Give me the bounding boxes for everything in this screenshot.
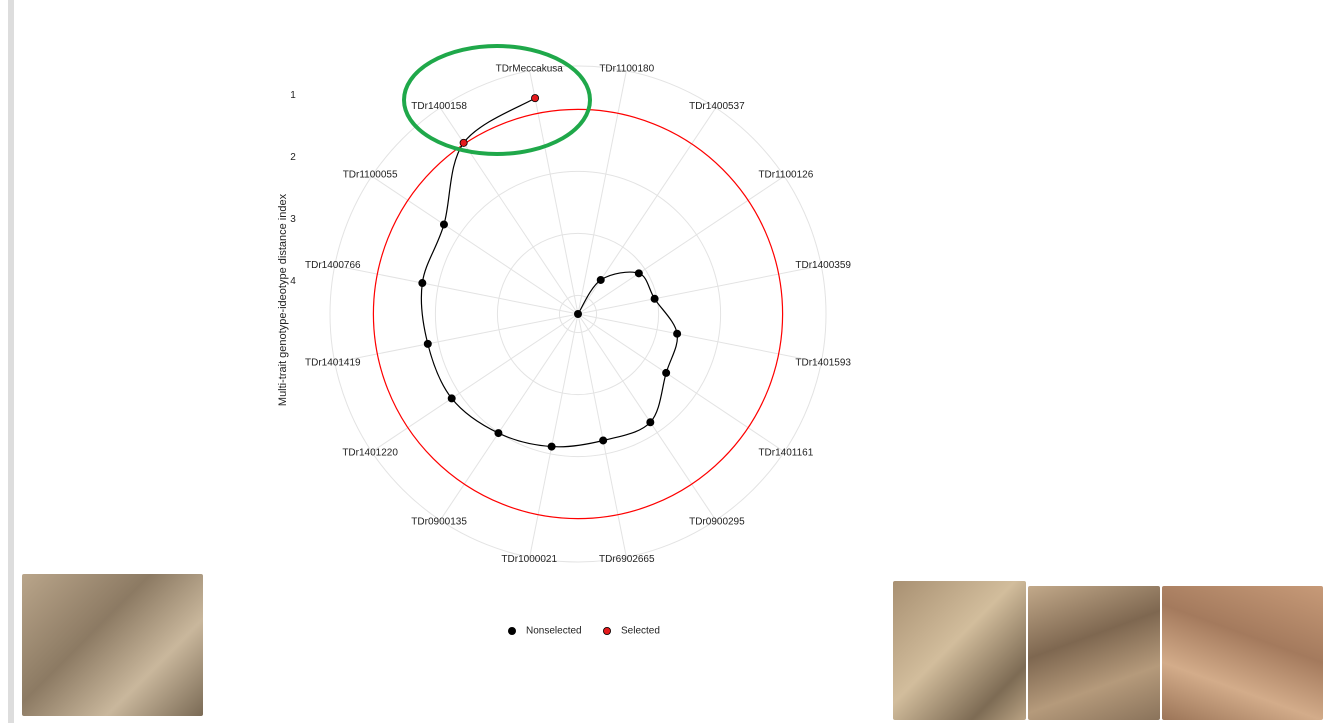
spoke (371, 175, 579, 315)
category-label: TDr1401161 (758, 448, 813, 459)
point (439, 220, 448, 229)
spoke (371, 313, 579, 453)
point (673, 329, 682, 338)
point (574, 309, 583, 318)
y-tick-label: 1 (290, 90, 296, 101)
grid-circle (329, 65, 827, 563)
spoke (577, 313, 822, 363)
category-label: TDr1400158 (411, 101, 467, 112)
spoke (577, 313, 785, 453)
spoke (577, 313, 717, 521)
category-label: TDr0900295 (689, 517, 745, 528)
category-label: TDr1400537 (689, 101, 745, 112)
category-label: TDr1401220 (342, 448, 398, 459)
spoke (439, 313, 579, 521)
curve (420, 97, 678, 448)
point (423, 339, 432, 348)
point (596, 275, 605, 284)
category-label: TDr1000021 (501, 554, 557, 565)
grid-circle (558, 294, 598, 334)
photo (22, 574, 203, 716)
point (599, 436, 608, 445)
legend-label: Nonselected (526, 626, 582, 637)
point (418, 279, 427, 288)
grid-circle (496, 232, 660, 396)
y-axis-title: Multi-trait genotype-ideotype distance i… (277, 193, 289, 406)
point (494, 429, 503, 438)
legend-marker (603, 627, 612, 636)
y-tick-label: 3 (290, 214, 296, 225)
y-tick-label: 4 (290, 276, 296, 287)
point (531, 94, 540, 103)
category-label: TDr1100055 (343, 170, 398, 181)
legend-marker (507, 627, 516, 636)
highlight-ellipse (402, 44, 592, 156)
spoke (577, 265, 822, 315)
spoke (529, 70, 579, 315)
spoke (334, 313, 579, 363)
category-label: TDr1100180 (599, 63, 654, 74)
grid-circle (434, 170, 722, 458)
point (447, 394, 456, 403)
category-label: TDrMeccakusa (496, 63, 564, 74)
category-label: TDr1401593 (795, 357, 851, 368)
point (634, 269, 643, 278)
photo (1028, 586, 1160, 720)
point (547, 442, 556, 451)
category-label: TDr1100126 (758, 170, 813, 181)
spoke (577, 70, 627, 315)
legend-label: Selected (621, 626, 660, 637)
point (650, 294, 659, 303)
photo (1162, 586, 1323, 720)
point (459, 138, 468, 147)
category-label: TDr6902665 (599, 554, 655, 565)
category-label: TDr1400766 (305, 260, 361, 271)
spoke (577, 175, 785, 315)
spoke (334, 265, 579, 315)
side-bar (8, 0, 14, 723)
y-tick-label: 2 (290, 152, 296, 163)
category-label: TDr1401419 (305, 357, 361, 368)
point (646, 418, 655, 427)
point (662, 368, 671, 377)
spoke (529, 313, 579, 558)
photo (893, 581, 1026, 720)
category-label: TDr0900135 (411, 517, 467, 528)
cutoff-circle (372, 108, 784, 520)
spoke (577, 313, 627, 558)
category-label: TDr1400359 (795, 260, 851, 271)
